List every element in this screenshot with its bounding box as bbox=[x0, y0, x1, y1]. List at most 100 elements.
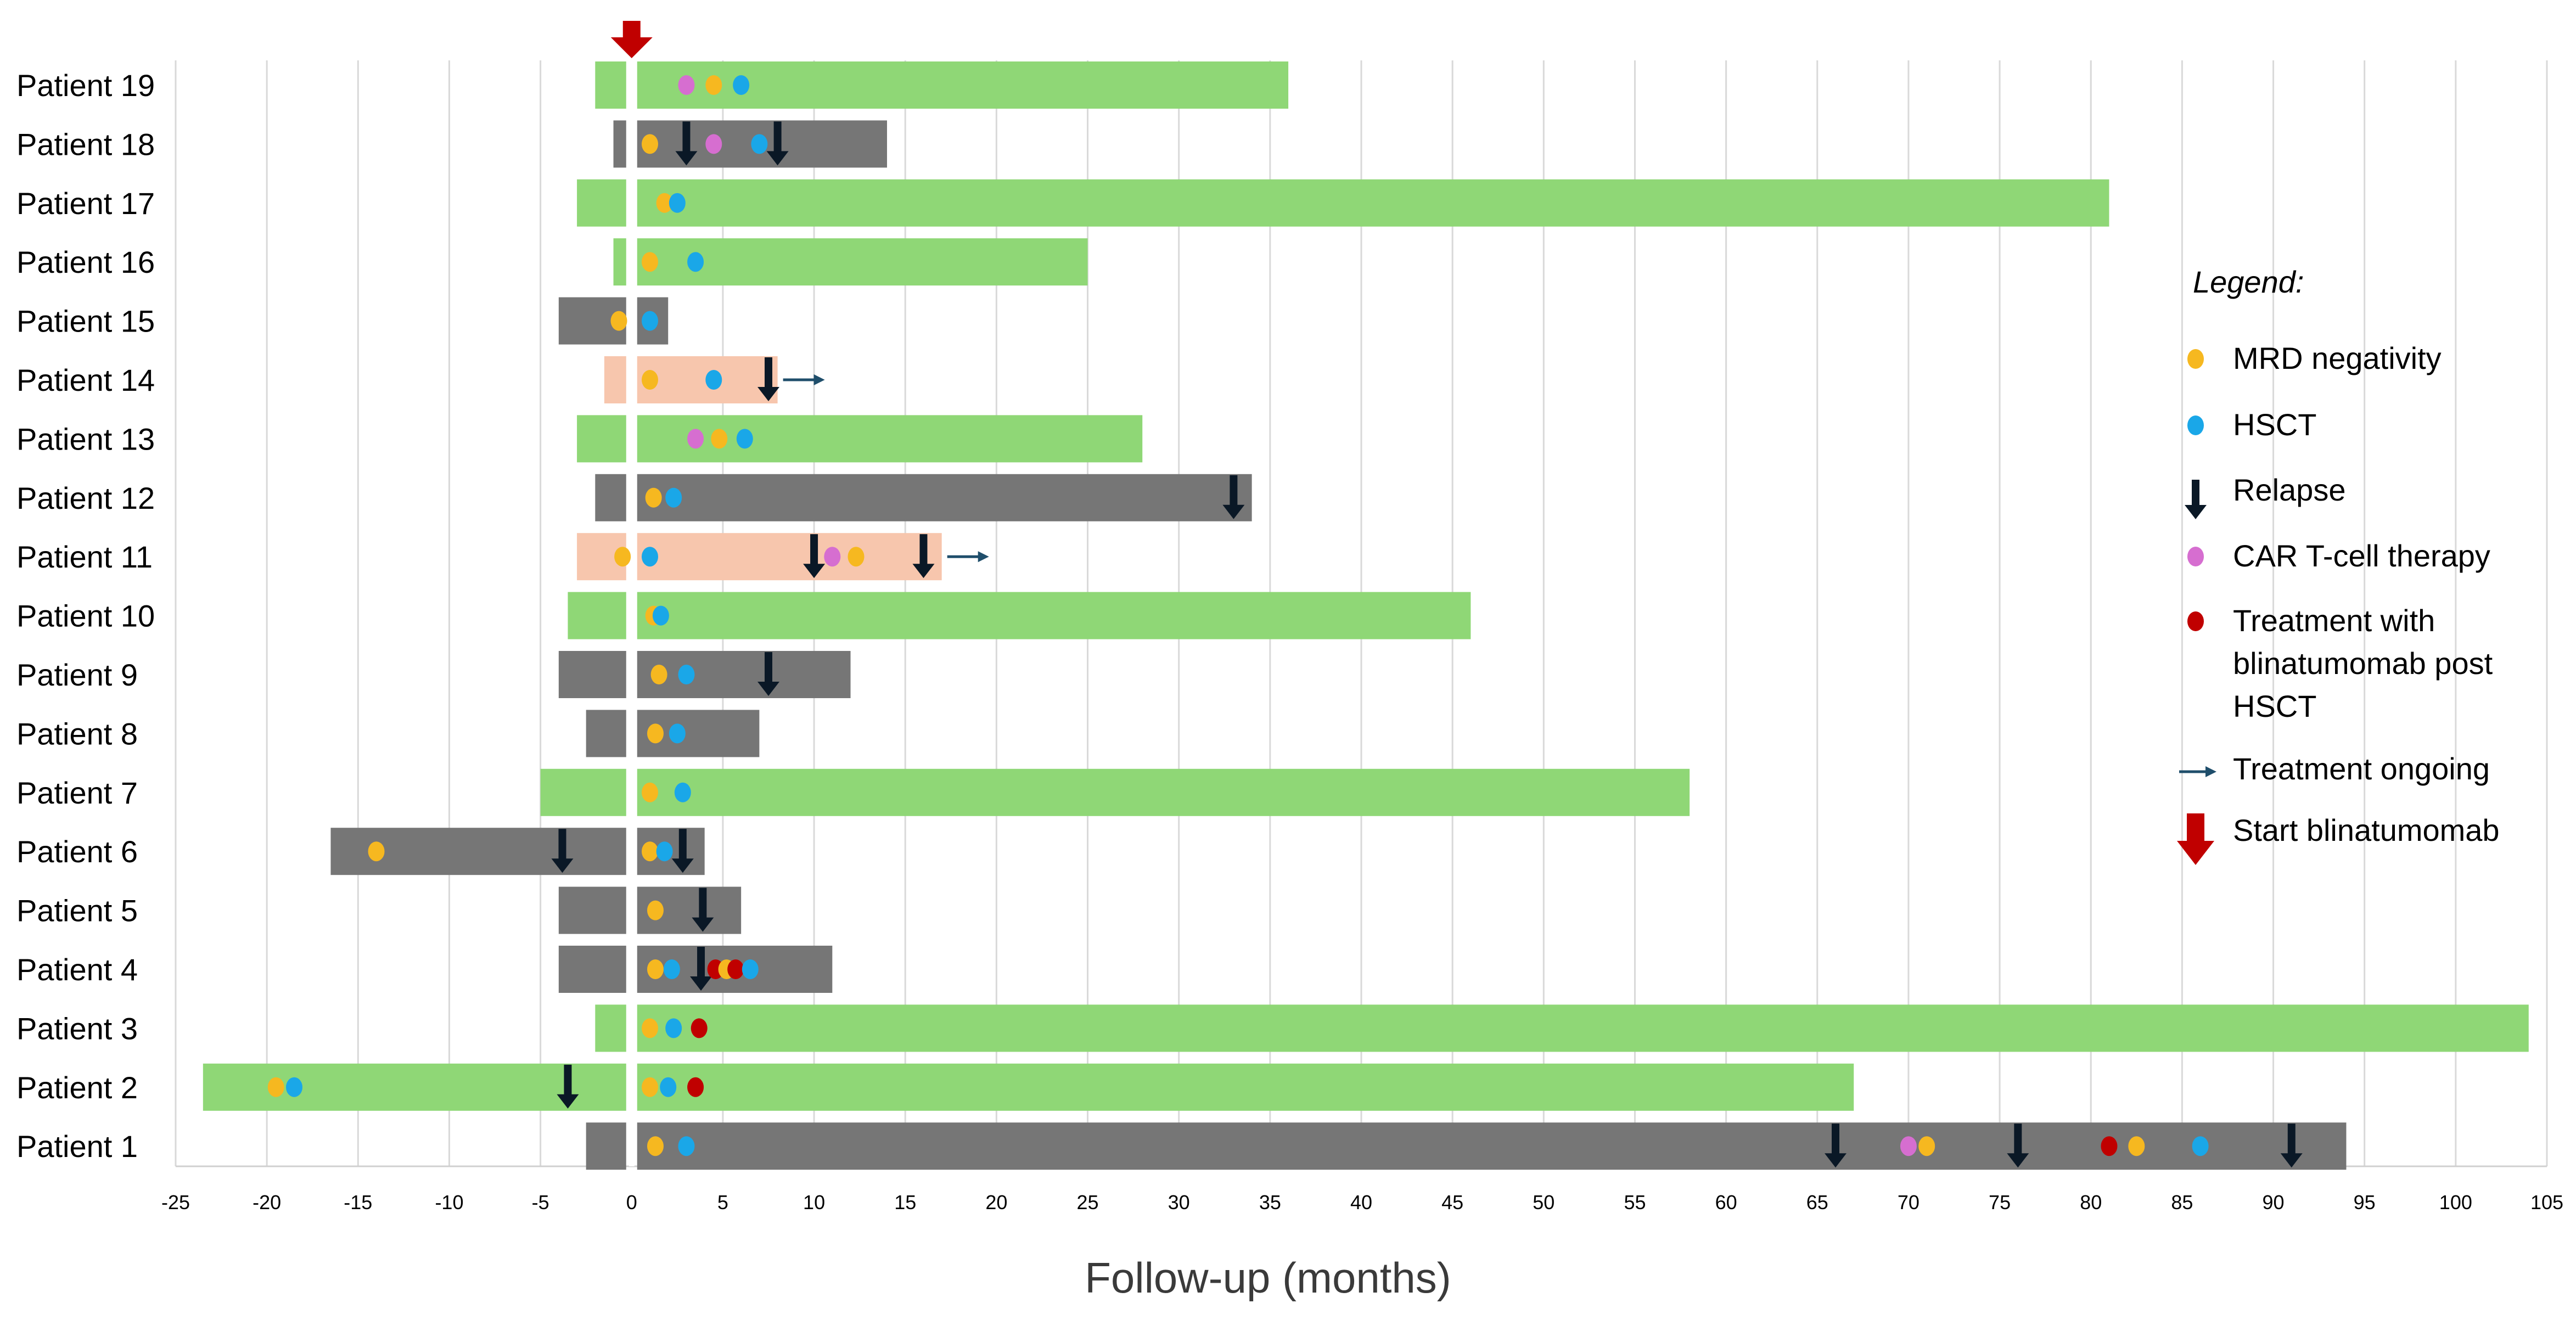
bar-post-11 bbox=[637, 651, 851, 698]
patient-bars bbox=[203, 61, 2529, 1170]
hsct-marker bbox=[733, 75, 750, 95]
relapse-arrow-icon bbox=[757, 357, 779, 401]
patient-label: Patient 4 bbox=[16, 952, 138, 987]
legend-item-ongoing: Treatment ongoing bbox=[2179, 751, 2490, 786]
hsct-marker bbox=[751, 134, 768, 154]
x-tick-label: 20 bbox=[985, 1191, 1007, 1214]
hsct-marker bbox=[2192, 1136, 2209, 1156]
hsct-marker bbox=[669, 193, 686, 213]
hsct-marker bbox=[663, 959, 680, 979]
event-markers bbox=[267, 75, 2303, 1168]
legend-label: Relapse bbox=[2233, 473, 2345, 507]
hsct-marker bbox=[665, 1018, 682, 1038]
legend-blina-icon bbox=[2187, 611, 2204, 631]
relapse-arrow-icon bbox=[803, 534, 826, 578]
car-marker bbox=[1900, 1136, 1917, 1156]
legend-car-icon bbox=[2187, 547, 2204, 566]
x-tick-label: 60 bbox=[1715, 1191, 1737, 1214]
legend-hsct-icon bbox=[2187, 415, 2204, 435]
hsct-marker bbox=[652, 605, 669, 626]
patient-label: Patient 14 bbox=[16, 363, 155, 397]
relapse-arrow-icon bbox=[692, 888, 714, 932]
x-tick-label: 75 bbox=[1989, 1191, 2011, 1214]
bar-pre-13 bbox=[540, 768, 626, 816]
hsct-marker bbox=[678, 1136, 695, 1156]
mrd-marker bbox=[711, 429, 728, 449]
bar-pre-15 bbox=[558, 886, 626, 934]
blina-marker bbox=[691, 1018, 708, 1038]
hsct-marker bbox=[736, 429, 753, 449]
bar-pre-10 bbox=[568, 592, 626, 639]
mrd-marker bbox=[610, 311, 627, 331]
hsct-marker bbox=[642, 547, 658, 567]
relapse-arrow-icon bbox=[757, 652, 779, 696]
mrd-marker bbox=[645, 487, 662, 508]
x-tick-label: 80 bbox=[2080, 1191, 2102, 1214]
relapse-arrow-icon bbox=[912, 534, 935, 578]
x-tick-label: 15 bbox=[894, 1191, 916, 1214]
patient-label: Patient 16 bbox=[16, 245, 155, 279]
x-tick-label: 10 bbox=[803, 1191, 825, 1214]
patient-label: Patient 18 bbox=[16, 127, 155, 161]
relapse-arrow-icon bbox=[551, 829, 574, 873]
patient-label: Patient 6 bbox=[16, 834, 138, 869]
bar-post-18 bbox=[637, 1063, 1854, 1111]
x-axis-label: Follow-up (months) bbox=[1085, 1254, 1451, 1302]
hsct-marker bbox=[656, 841, 673, 862]
mrd-marker bbox=[368, 841, 385, 862]
legend: Legend: MRD negativity HSCT Relapse CAR T-ce… bbox=[2177, 265, 2500, 865]
patient-label: Patient 5 bbox=[16, 894, 138, 928]
relapse-arrow-icon bbox=[766, 121, 789, 166]
mrd-marker bbox=[647, 900, 664, 920]
bar-post-4 bbox=[637, 238, 1088, 286]
x-tick-label: 85 bbox=[2171, 1191, 2193, 1214]
bar-post-9 bbox=[637, 533, 942, 581]
hsct-marker bbox=[742, 959, 759, 979]
bar-post-10 bbox=[637, 592, 1471, 639]
x-tick-label: -10 bbox=[435, 1191, 463, 1214]
x-tick-label: 35 bbox=[1259, 1191, 1281, 1214]
relapse-arrow-icon bbox=[557, 1064, 579, 1109]
legend-item-car: CAR T-cell therapy bbox=[2187, 538, 2490, 573]
bar-pre-8 bbox=[595, 474, 626, 521]
x-tick-label: 105 bbox=[2530, 1191, 2563, 1214]
x-axis-ticks: -25 -20 -15 -10 -5 0 5 10 15 20 25 30 35 40 45 50 55 60 65… bbox=[161, 1191, 2563, 1214]
hsct-marker bbox=[674, 782, 691, 802]
bar-pre-11 bbox=[558, 651, 626, 698]
x-tick-label: 0 bbox=[626, 1191, 637, 1214]
mrd-marker bbox=[642, 1077, 658, 1097]
bar-post-17 bbox=[637, 1004, 2529, 1052]
bar-post-13 bbox=[637, 768, 1690, 816]
patient-label: Patient 19 bbox=[16, 68, 155, 103]
mrd-marker bbox=[642, 1018, 658, 1038]
x-tick-label: 40 bbox=[1350, 1191, 1372, 1214]
bar-pre-2 bbox=[613, 120, 626, 168]
patient-label: Patient 12 bbox=[16, 481, 155, 515]
blina-marker bbox=[2101, 1136, 2118, 1156]
bar-pre-12 bbox=[586, 710, 626, 757]
legend-item-start: Start blinatumomab bbox=[2177, 813, 2500, 865]
hsct-marker bbox=[642, 311, 658, 331]
bar-post-3 bbox=[637, 179, 2109, 227]
mrd-marker bbox=[647, 959, 664, 979]
start-blinatumomab-arrow bbox=[610, 21, 653, 58]
bar-pre-17 bbox=[595, 1004, 626, 1052]
car-marker bbox=[824, 547, 841, 567]
bar-pre-19 bbox=[586, 1122, 626, 1170]
x-tick-label: -15 bbox=[344, 1191, 372, 1214]
blina-marker bbox=[687, 1077, 704, 1097]
mrd-marker bbox=[1918, 1136, 1935, 1156]
hsct-marker bbox=[286, 1077, 302, 1097]
hsct-marker bbox=[660, 1077, 677, 1097]
treatment-ongoing-arrow-icon bbox=[783, 374, 825, 385]
legend-relapse-icon bbox=[2192, 480, 2199, 507]
bar-post-19 bbox=[637, 1122, 2347, 1170]
patient-label: Patient 13 bbox=[16, 422, 155, 456]
x-tick-label: 100 bbox=[2439, 1191, 2472, 1214]
x-tick-label: -25 bbox=[161, 1191, 190, 1214]
relapse-arrow-icon bbox=[1825, 1124, 1847, 1168]
relapse-arrow-icon bbox=[1222, 475, 1245, 519]
patient-label: Patient 1 bbox=[16, 1129, 138, 1164]
mrd-marker bbox=[656, 193, 673, 213]
mrd-marker bbox=[642, 370, 658, 390]
